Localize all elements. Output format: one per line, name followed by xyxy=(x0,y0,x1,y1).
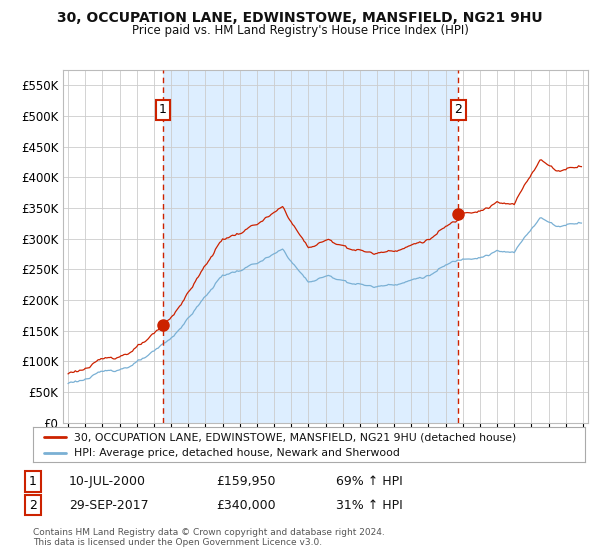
Text: 10-JUL-2000: 10-JUL-2000 xyxy=(69,475,146,488)
Bar xyxy=(163,70,458,423)
Text: 1: 1 xyxy=(159,104,167,116)
Text: £159,950: £159,950 xyxy=(216,475,275,488)
Text: 31% ↑ HPI: 31% ↑ HPI xyxy=(336,498,403,512)
Text: 29-SEP-2017: 29-SEP-2017 xyxy=(69,498,149,512)
Text: 30, OCCUPATION LANE, EDWINSTOWE, MANSFIELD, NG21 9HU: 30, OCCUPATION LANE, EDWINSTOWE, MANSFIE… xyxy=(57,11,543,25)
Text: Contains HM Land Registry data © Crown copyright and database right 2024.
This d: Contains HM Land Registry data © Crown c… xyxy=(33,528,385,547)
Text: £340,000: £340,000 xyxy=(216,498,275,512)
Text: 2: 2 xyxy=(29,498,37,512)
Text: 30, OCCUPATION LANE, EDWINSTOWE, MANSFIELD, NG21 9HU (detached house): 30, OCCUPATION LANE, EDWINSTOWE, MANSFIE… xyxy=(74,432,517,442)
Text: HPI: Average price, detached house, Newark and Sherwood: HPI: Average price, detached house, Newa… xyxy=(74,449,400,458)
Text: 2: 2 xyxy=(455,104,463,116)
Text: 1: 1 xyxy=(29,475,37,488)
Text: Price paid vs. HM Land Registry's House Price Index (HPI): Price paid vs. HM Land Registry's House … xyxy=(131,24,469,36)
Text: 69% ↑ HPI: 69% ↑ HPI xyxy=(336,475,403,488)
